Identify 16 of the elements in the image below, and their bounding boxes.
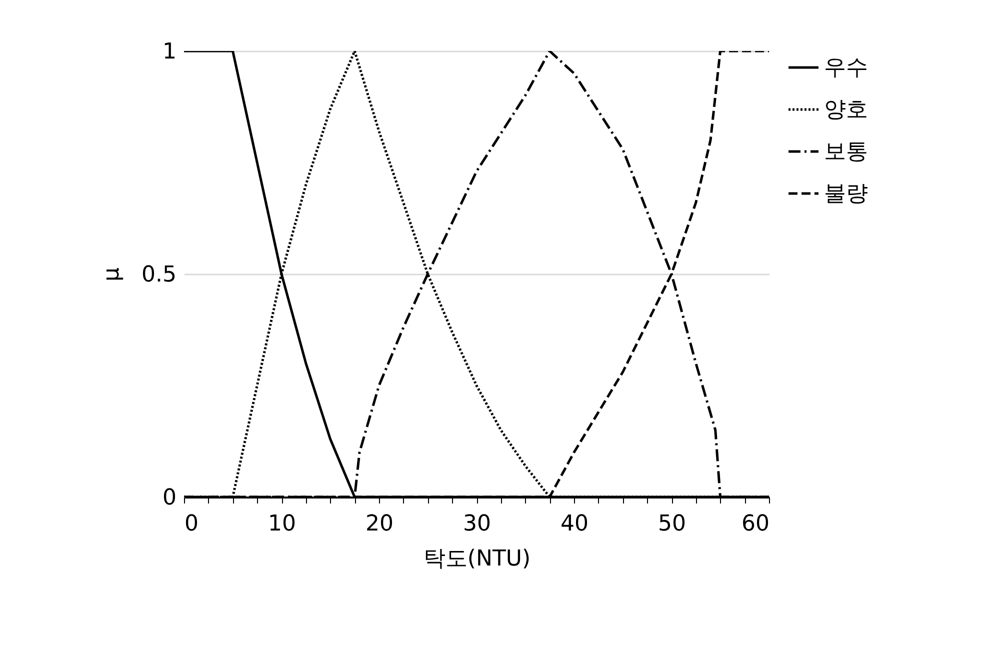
- y-tick-label: 0.5: [142, 262, 176, 288]
- legend-label: 양호: [824, 98, 868, 122]
- legend-label: 보통: [824, 140, 868, 164]
- x-tick-label: 40: [560, 512, 588, 536]
- y-tick-label: 1: [162, 40, 176, 64]
- x-tick-label: 0: [184, 512, 198, 536]
- legend-label: 우수: [824, 56, 868, 80]
- x-tick-label: 60: [742, 512, 770, 536]
- x-tick-label: 30: [463, 512, 491, 536]
- x-tick-label: 50: [658, 512, 686, 536]
- x-tick-label: 10: [268, 512, 296, 536]
- y-axis-title: μ: [100, 268, 125, 282]
- x-axis-title: 탁도(NTU): [423, 546, 531, 572]
- y-tick-label: 0: [162, 486, 176, 510]
- legend-label: 불량: [824, 182, 868, 206]
- x-tick-label: 20: [366, 512, 394, 536]
